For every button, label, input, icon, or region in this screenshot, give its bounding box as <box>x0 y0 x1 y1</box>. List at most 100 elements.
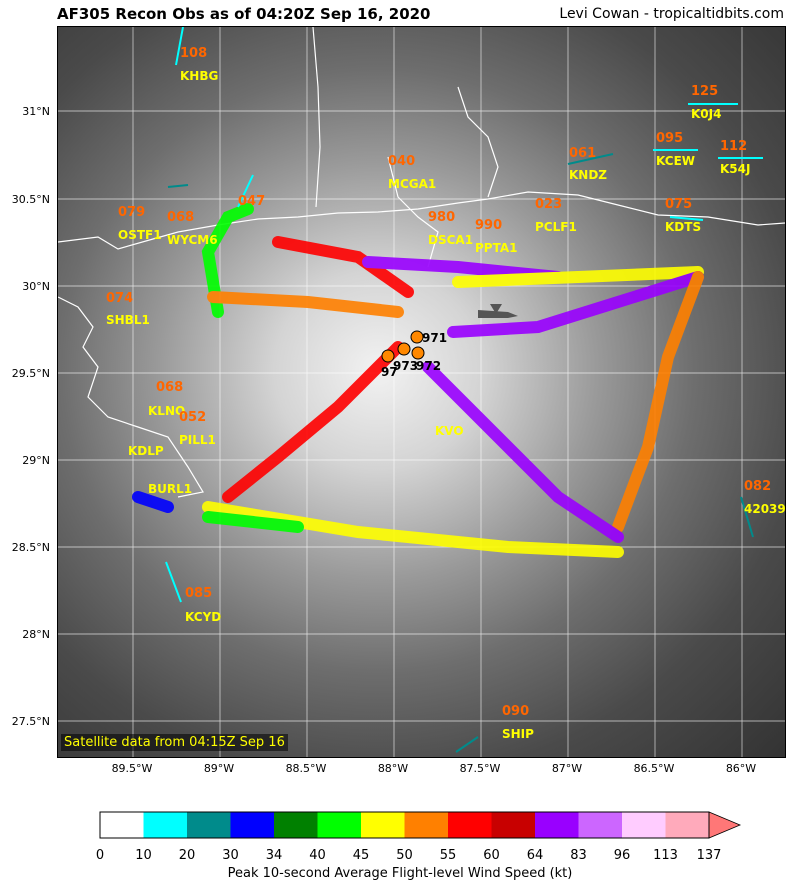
track-leg-center-east <box>447 271 704 338</box>
station-id: K54J <box>720 162 751 176</box>
station-value: 095 <box>656 131 684 146</box>
pressure-label: 972 <box>416 359 442 373</box>
colorbar-cell <box>665 812 710 838</box>
station-id: KLNO <box>148 404 186 418</box>
colorbar-tick-label: 40 <box>309 848 326 863</box>
colorbar-cell <box>100 812 144 838</box>
station-id: PILL1 <box>179 433 216 447</box>
colorbar-tick-label: 64 <box>526 848 544 863</box>
x-tick-label: 86.5°W <box>633 762 675 775</box>
station-value: 023 <box>535 197 563 212</box>
station-id: KVO <box>435 424 464 438</box>
station-id: KHBG <box>180 69 219 83</box>
x-tick-label: 87°W <box>551 762 583 775</box>
y-tick-label: 30.5°N <box>11 193 50 206</box>
station-id: KDTS <box>665 220 702 234</box>
colorbar-tick-label: 0 <box>95 848 105 863</box>
colorbar-tick-label: 83 <box>570 848 587 863</box>
station-id: BURL1 <box>148 482 193 496</box>
station-value: 052 <box>179 410 207 425</box>
fix-marker <box>410 330 424 344</box>
x-tick-label: 88°W <box>377 762 409 775</box>
station-value: 040 <box>388 154 416 169</box>
station-id: KDLP <box>128 444 164 458</box>
y-tick-label: 29.5°N <box>11 367 50 380</box>
colorbar-cell <box>578 812 623 838</box>
x-tick-label: 86°W <box>725 762 757 775</box>
station-value: 068 <box>156 380 184 395</box>
track-leg-north <box>272 236 414 298</box>
station-value: 074 <box>106 291 134 306</box>
graticule <box>58 27 785 757</box>
aircraft-icon <box>478 304 518 318</box>
fix-marker <box>381 349 395 363</box>
station-id: K0J4 <box>691 107 722 121</box>
colorbar-tick-label: 30 <box>222 848 239 863</box>
colorbar-cell <box>187 812 231 838</box>
colorbar-cell <box>535 812 579 838</box>
station-value: 090 <box>502 704 530 719</box>
track-leg-se <box>612 271 704 533</box>
track-leg-sw-blue <box>132 491 174 513</box>
y-tick-label: 31°N <box>22 105 50 118</box>
colorbar-tick-label: 113 <box>653 848 678 863</box>
track-leg-east <box>452 266 704 288</box>
satellite-timestamp: Satellite data from 04:15Z Sep 16 <box>61 734 288 751</box>
station-id: 42039 <box>744 502 786 516</box>
colorbar-cell <box>143 812 188 838</box>
station-value: 108 <box>180 46 208 61</box>
colorbar-tick-label: 50 <box>396 848 413 863</box>
station-value: 075 <box>665 197 693 212</box>
colorbar-extend-arrow <box>708 811 742 839</box>
fix-marker <box>397 342 411 356</box>
flight-track <box>132 203 704 558</box>
satellite-map[interactable]: 108 KHBG 125 K0J4 061 KNDZ 095 KCEW 112 … <box>57 26 786 758</box>
track-leg-nw <box>201 203 254 318</box>
track-leg-center-sw <box>222 341 404 503</box>
track-leg-sw <box>202 511 304 533</box>
station-value: 047 <box>238 194 266 209</box>
pressure-label: 973 <box>393 359 419 373</box>
station-id: MCGA1 <box>388 177 437 191</box>
station-id: OSTF1 <box>118 228 162 242</box>
colorbar-tick-label: 60 <box>483 848 500 863</box>
map-title: AF305 Recon Obs as of 04:20Z Sep 16, 202… <box>57 5 431 23</box>
colorbar-tick-label: 55 <box>439 848 457 863</box>
colorbar-tick-label: 137 <box>696 848 722 863</box>
station-id: KCYD <box>185 610 222 624</box>
x-tick-label: 88.5°W <box>285 762 327 775</box>
station-id: WYCM6 <box>167 233 218 247</box>
x-tick-label: 87.5°W <box>459 762 501 775</box>
colorbar-tick-label: 20 <box>178 848 196 863</box>
station-id: PCLF1 <box>535 220 577 234</box>
station-id: SHBL1 <box>106 313 150 327</box>
y-tick-label: 28°N <box>22 628 50 641</box>
colorbar-label: Peak 10-second Average Flight-level Wind… <box>227 866 573 881</box>
x-tick-label: 89.5°W <box>111 762 153 775</box>
pressure-fixes <box>381 330 425 363</box>
station-id: KCEW <box>656 154 695 168</box>
station-value: 990 <box>475 218 503 233</box>
credit-text: Levi Cowan - tropicaltidbits.com <box>559 6 784 22</box>
track-leg-west <box>207 291 404 318</box>
station-id: KNDZ <box>569 168 608 182</box>
colorbar-cell <box>622 812 666 838</box>
map-overlay <box>58 27 785 757</box>
station-id: PPTA1 <box>475 241 518 255</box>
pressure-label: 97 <box>381 365 398 379</box>
colorbar-cell <box>361 812 405 838</box>
colorbar-tick-label: 34 <box>265 848 283 863</box>
station-value: 068 <box>167 210 195 225</box>
colorbar-cell <box>230 812 275 838</box>
colorbar-tick-label: 10 <box>135 848 152 863</box>
station-value: 085 <box>185 586 213 601</box>
station-id: SHIP <box>502 727 534 741</box>
track-leg-center-se <box>422 361 624 543</box>
y-tick-label: 30°N <box>22 280 50 293</box>
station-value: 082 <box>744 479 772 494</box>
colorbar-cell <box>404 812 449 838</box>
y-tick-label: 28.5°N <box>11 541 50 554</box>
pressure-label: 971 <box>422 331 448 345</box>
x-tick-label: 89°W <box>203 762 235 775</box>
